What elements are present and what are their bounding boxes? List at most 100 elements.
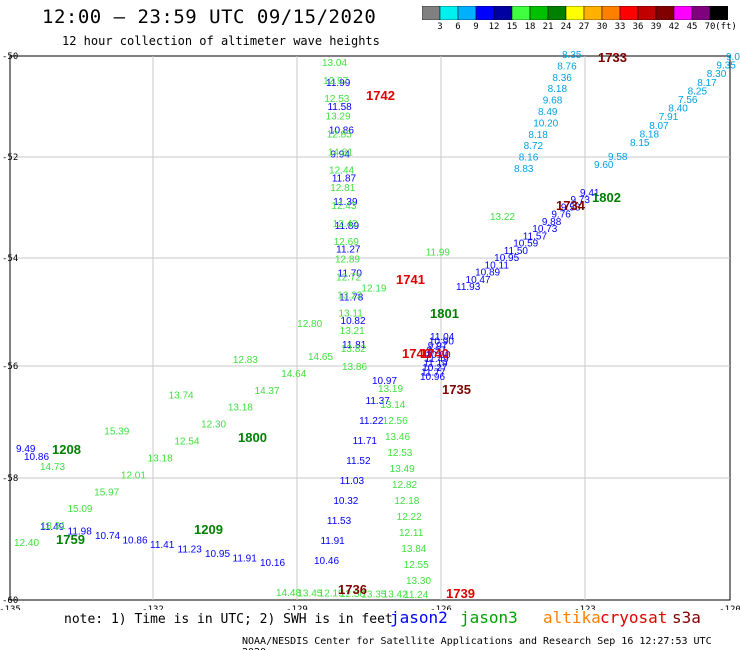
legend-tick-label: 12 — [488, 22, 500, 32]
time-stamp: 1208 — [52, 442, 81, 457]
legend-tick-label: 21 — [542, 22, 554, 32]
wave-height-jason2: 11.49 — [424, 354, 449, 365]
wave-height-jason3: 13.45 — [297, 588, 322, 599]
wave-height-altika: 8.36 — [552, 73, 572, 84]
wave-height-jason2: 11.91 — [233, 554, 258, 565]
wave-height-altika: 8.83 — [514, 164, 534, 175]
wave-height-jason2: 9.94 — [330, 149, 350, 160]
wave-height-jason3: 12.11 — [399, 528, 424, 539]
wave-height-jason3: 13.84 — [401, 544, 426, 555]
wave-height-jason3: 13.82 — [341, 344, 366, 355]
wave-height-jason2: 11.57 — [523, 231, 548, 242]
wave-height-jason3: 13.42 — [383, 590, 408, 601]
wave-height-jason2: 11.19 — [423, 359, 448, 370]
wave-height-jason3: 14.48 — [276, 588, 301, 599]
wave-height-jason3: 13.11 — [338, 308, 363, 319]
wave-height-jason3: 12.55 — [404, 560, 429, 571]
wave-height-jason3: 12.80 — [297, 319, 322, 330]
legend-tick-label: 42 — [668, 22, 680, 32]
time-stamp: 1735 — [442, 382, 471, 397]
wave-height-jason3: 12.69 — [334, 237, 359, 248]
wave-height-altika: 8.35 — [562, 50, 582, 61]
wave-height-jason2: 10.95 — [494, 253, 519, 264]
wave-height-jason2: 11.22 — [359, 416, 384, 427]
wave-height-jason3: 12.44 — [329, 165, 354, 176]
wave-height-jason3: 13.18 — [228, 403, 253, 414]
wave-height-jason2: 10.59 — [513, 239, 538, 250]
wave-height-jason3: 15.09 — [67, 504, 92, 515]
y-tick-label: -54 — [2, 254, 18, 264]
y-tick-label: -50 — [2, 52, 18, 62]
legend-unit-label: (ft) — [715, 22, 737, 32]
wave-height-jason3: 12.40 — [14, 538, 39, 549]
y-tick-label: -58 — [2, 474, 18, 484]
wave-height-jason2: 9.97 — [428, 341, 448, 352]
x-tick-label: -132 — [142, 605, 164, 610]
wave-height-jason3: 13.91 — [41, 521, 66, 532]
wave-height-altika: 7.91 — [659, 112, 679, 123]
wave-height-jason3: 12.18 — [394, 496, 419, 507]
time-stamp: 1736 — [338, 582, 367, 597]
wave-height-jason3: 12.82 — [392, 480, 417, 491]
x-tick-label: -123 — [574, 605, 596, 610]
wave-height-jason3: 13.21 — [340, 326, 365, 337]
wave-height-jason2: 10.73 — [532, 224, 557, 235]
x-tick-label: -135 — [0, 605, 21, 610]
wave-height-jason3: 13.04 — [322, 58, 347, 69]
wave-height-altika: 10.20 — [533, 118, 558, 129]
wave-height-jason2: 11.41 — [150, 540, 175, 551]
wave-height-jason2: 11.49 — [40, 522, 65, 533]
legend-tick-label: 27 — [578, 22, 590, 32]
wave-height-jason2: 11.27 — [336, 245, 361, 256]
wave-height-jason3: 13.22 — [337, 290, 362, 301]
wave-height-jason2: 10.89 — [475, 268, 500, 279]
wave-height-jason2: 11.70 — [338, 269, 363, 280]
wave-height-jason2: 9.88 — [542, 217, 562, 228]
wave-height-jason3: 13.14 — [380, 400, 405, 411]
wave-height-jason3: 12.72 — [336, 273, 361, 284]
wave-height-jason3: 13.29 — [326, 112, 351, 123]
wave-height-altika: 7.56 — [678, 95, 698, 106]
satellite-jason2: jason2 — [390, 608, 448, 627]
legend-tick-label: 70 — [704, 22, 716, 32]
wave-height-jason3: 13.19 — [378, 384, 403, 395]
wave-height-jason3: 12.30 — [201, 420, 226, 431]
wave-height-jason3: 13.22 — [490, 212, 515, 223]
wave-height-jason3: 12.22 — [397, 512, 422, 523]
wave-height-jason2: 10.97 — [372, 376, 397, 387]
wave-height-altika: 8.18 — [548, 84, 568, 95]
wave-height-jason3: 15.39 — [104, 426, 129, 437]
wave-height-jason2: 11.03 — [340, 476, 365, 487]
wave-height-altika: 9.60 — [594, 160, 614, 171]
wave-height-jason2: 11.71 — [353, 436, 378, 447]
legend-tick-label: 39 — [650, 22, 662, 32]
satellite-s3a: s3a — [672, 608, 701, 627]
wave-height-jason3: 12.50 — [340, 589, 365, 600]
legend-tick-label: 6 — [455, 22, 461, 32]
time-stamp: 1800 — [238, 430, 267, 445]
wave-height-jason3: 12.43 — [331, 201, 356, 212]
wave-height-jason3: 12.83 — [233, 355, 258, 366]
wave-height-jason2: 11.91 — [320, 536, 345, 547]
wave-height-jason2: 9.76 — [551, 210, 571, 221]
legend-swatch — [709, 6, 728, 20]
wave-height-jason2: 10.60 — [426, 350, 451, 361]
wave-height-jason2: 10.86 — [329, 126, 354, 137]
legend-tick-label: 15 — [506, 22, 518, 32]
wave-height-altika: 8.17 — [697, 78, 717, 89]
wave-height-jason2: 11.87 — [332, 173, 357, 184]
wave-height-altika: 8.15 — [630, 138, 650, 149]
time-stamp: 1209 — [194, 522, 223, 537]
wave-height-altika: 8.49 — [538, 107, 558, 118]
wave-height-altika: 9.0 — [726, 52, 740, 63]
legend-tick-label: 24 — [560, 22, 572, 32]
wave-height-jason3: 13.30 — [406, 576, 431, 587]
legend-tick-label: 18 — [524, 22, 536, 32]
wave-height-jason2: 9.49 — [16, 444, 36, 455]
satellite-altika: altika — [543, 608, 601, 627]
time-stamp: 1741 — [396, 272, 425, 287]
x-tick-label: -120 — [719, 605, 740, 610]
wave-height-jason3: 12.89 — [335, 255, 360, 266]
time-stamp: 1802 — [592, 190, 621, 205]
